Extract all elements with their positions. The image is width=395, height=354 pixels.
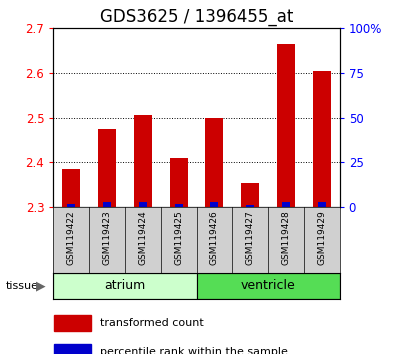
Bar [170,158,188,207]
Bar [98,129,116,207]
Bar [62,169,80,207]
Text: GSM119423: GSM119423 [103,210,111,265]
Text: ▶: ▶ [36,279,45,292]
Text: transformed count: transformed count [100,318,203,328]
Bar [241,183,259,207]
Text: percentile rank within the sample: percentile rank within the sample [100,347,288,354]
Text: GSM119429: GSM119429 [317,210,326,265]
Bar [55,343,91,354]
Text: ventricle: ventricle [241,279,295,292]
Bar [134,115,152,207]
Bar [139,202,147,207]
Text: GSM119425: GSM119425 [174,210,183,265]
Bar [197,273,340,299]
Bar [313,71,331,207]
Bar [277,44,295,207]
Text: GSM119426: GSM119426 [210,210,219,265]
Bar [282,202,290,207]
Bar [55,315,91,331]
Bar [67,204,75,207]
Bar [318,202,326,207]
Bar [205,118,223,207]
Bar [175,204,182,207]
Bar [211,202,218,207]
Text: GSM119428: GSM119428 [282,210,290,265]
Text: GSM119424: GSM119424 [138,210,147,265]
Title: GDS3625 / 1396455_at: GDS3625 / 1396455_at [100,8,293,25]
Bar [246,205,254,207]
Bar [103,202,111,207]
Bar [53,273,197,299]
Text: atrium: atrium [104,279,145,292]
Text: GSM119427: GSM119427 [246,210,255,265]
Text: GSM119422: GSM119422 [67,210,76,265]
Text: tissue: tissue [6,281,39,291]
